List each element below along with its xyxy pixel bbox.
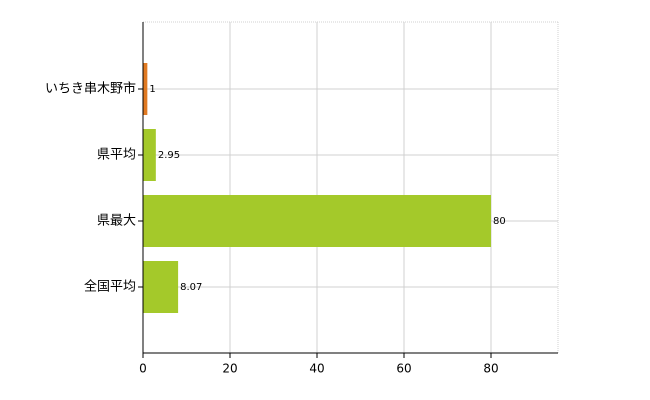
- value-label: 1: [149, 84, 155, 95]
- x-tick-label: 80: [483, 362, 498, 376]
- value-label: 80: [493, 216, 506, 227]
- y-tick-label: いちき串木野市: [45, 81, 136, 97]
- value-label: 8.07: [180, 282, 202, 293]
- bar: [143, 195, 492, 247]
- y-tick-label: 県平均: [97, 148, 136, 163]
- x-tick-label: 60: [396, 362, 411, 376]
- y-tick-label: 県最大: [97, 214, 136, 229]
- x-tick-label: 20: [222, 362, 237, 376]
- x-tick-label: 0: [139, 362, 147, 376]
- value-label: 2.95: [158, 150, 180, 161]
- y-tick-label: 全国平均: [84, 279, 136, 295]
- bar: [143, 261, 179, 313]
- x-tick-label: 40: [309, 362, 324, 376]
- bar: [143, 63, 148, 115]
- bar: [143, 129, 156, 181]
